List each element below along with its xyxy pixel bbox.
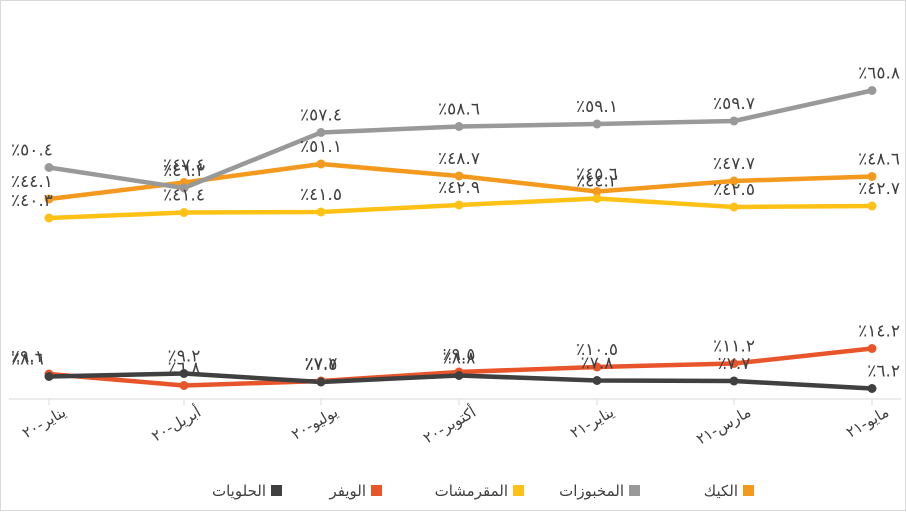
data-label: ٪٥٩.١ bbox=[576, 97, 618, 117]
data-point bbox=[316, 159, 326, 169]
data-label: ٪٩.٥ bbox=[443, 345, 476, 365]
data-label: ٪١١.٢ bbox=[713, 337, 755, 357]
data-label: ٪٧.٥ bbox=[305, 355, 338, 375]
legend-item: الحلويات bbox=[212, 482, 282, 500]
data-label: ٪٤٧.٤ bbox=[163, 156, 205, 176]
data-point bbox=[454, 200, 464, 210]
data-point bbox=[179, 183, 189, 193]
data-label: ٪٤٨.٧ bbox=[438, 149, 480, 169]
data-label: ٪٤٢.٧ bbox=[858, 179, 900, 199]
data-point bbox=[592, 376, 602, 385]
data-label: ٪٥٧.٤ bbox=[300, 106, 342, 126]
data-label: ٪٤٢.٩ bbox=[438, 178, 480, 198]
data-label: ٪٥١.١ bbox=[300, 137, 342, 157]
data-label: ٪٥٠.٤ bbox=[11, 141, 53, 161]
data-label: ٪٥٩.٧ bbox=[713, 94, 755, 114]
data-label: ٪١٠.٥ bbox=[576, 340, 618, 360]
data-point bbox=[729, 176, 739, 186]
data-point bbox=[44, 213, 54, 223]
data-point bbox=[179, 208, 189, 217]
data-point bbox=[729, 359, 739, 368]
data-label: ٪٤٥.٦ bbox=[576, 165, 618, 185]
data-label: ٪٩.٢ bbox=[168, 347, 201, 367]
data-label: ٪٤١.٥ bbox=[300, 185, 342, 205]
data-point bbox=[454, 371, 464, 380]
x-tick-label: أبريل-٢٠ bbox=[148, 402, 204, 445]
data-label: ٪٩.١ bbox=[11, 347, 44, 367]
data-point bbox=[44, 194, 54, 204]
data-point bbox=[729, 116, 739, 126]
data-label: ٪٤٤.١ bbox=[11, 172, 53, 192]
legend-item: المخبوزات bbox=[559, 482, 640, 500]
data-point bbox=[867, 201, 877, 211]
data-point bbox=[592, 362, 602, 372]
data-point bbox=[592, 119, 602, 129]
x-tick-label: يناير-٢٠ bbox=[19, 403, 69, 442]
data-point bbox=[44, 163, 54, 172]
x-tick-label: أكتوبر-٢٠ bbox=[420, 402, 479, 447]
data-point bbox=[592, 187, 602, 196]
x-tick-label: مارس-٢١ bbox=[693, 403, 754, 448]
legend-label: الويفر bbox=[328, 482, 366, 500]
data-point bbox=[729, 376, 739, 386]
data-label: ٪١٤.٢ bbox=[858, 322, 900, 342]
legend-label: الكيك bbox=[704, 482, 738, 500]
data-point bbox=[44, 372, 54, 381]
data-point bbox=[316, 207, 326, 217]
data-point bbox=[316, 377, 326, 387]
data-point bbox=[867, 172, 877, 181]
legend-swatch bbox=[371, 485, 382, 496]
data-point bbox=[867, 86, 877, 95]
data-point bbox=[179, 381, 189, 390]
data-label: ٪٤٨.٦ bbox=[858, 150, 900, 170]
legend-swatch bbox=[513, 485, 524, 496]
data-point bbox=[729, 202, 739, 212]
data-point bbox=[867, 384, 877, 393]
data-label: ٪٤٤.٢ bbox=[576, 172, 618, 192]
x-tick-label: يوليو-٢٠ bbox=[288, 403, 341, 444]
data-label: ٪٤٧.٧ bbox=[713, 154, 755, 174]
data-label: ٪٧.٨ bbox=[581, 354, 614, 374]
data-label: ٪٦.٨ bbox=[168, 359, 201, 379]
data-label: ٪٤٠.٣ bbox=[11, 191, 53, 211]
data-label: ٪٨.٦ bbox=[11, 350, 44, 370]
data-label: ٪٧.٧ bbox=[305, 354, 338, 374]
data-label: ٪٧.٧ bbox=[718, 354, 751, 374]
x-tick-label: مايو-٢١ bbox=[843, 403, 892, 442]
legend-item: المقرمشات bbox=[435, 482, 524, 500]
data-point bbox=[867, 344, 877, 353]
data-label: ٪٦٥.٨ bbox=[858, 64, 900, 84]
data-label: ٪٤٢.٥ bbox=[713, 180, 755, 200]
data-point bbox=[179, 369, 189, 378]
data-label: ٪٦.٢ bbox=[867, 362, 900, 382]
data-label: ٪٤٦.٣ bbox=[163, 161, 205, 181]
legend-label: المخبوزات bbox=[559, 482, 624, 500]
data-label: ٪٤١.٤ bbox=[163, 186, 205, 206]
legend-label: المقرمشات bbox=[435, 482, 508, 500]
data-point bbox=[316, 128, 326, 137]
x-tick-label: يناير-٢١ bbox=[567, 403, 617, 442]
legend-item: الويفر bbox=[328, 482, 382, 500]
data-label: ٪٥٨.٦ bbox=[438, 100, 480, 120]
legend-swatch bbox=[271, 485, 282, 496]
data-point bbox=[592, 194, 602, 203]
data-point bbox=[454, 122, 464, 131]
legend-item: الكيك bbox=[704, 482, 754, 500]
legend-label: الحلويات bbox=[212, 482, 266, 500]
data-point bbox=[454, 171, 464, 181]
legend-swatch bbox=[743, 485, 754, 496]
legend-swatch bbox=[629, 485, 640, 496]
data-label: ٪٨.٨ bbox=[443, 349, 476, 369]
